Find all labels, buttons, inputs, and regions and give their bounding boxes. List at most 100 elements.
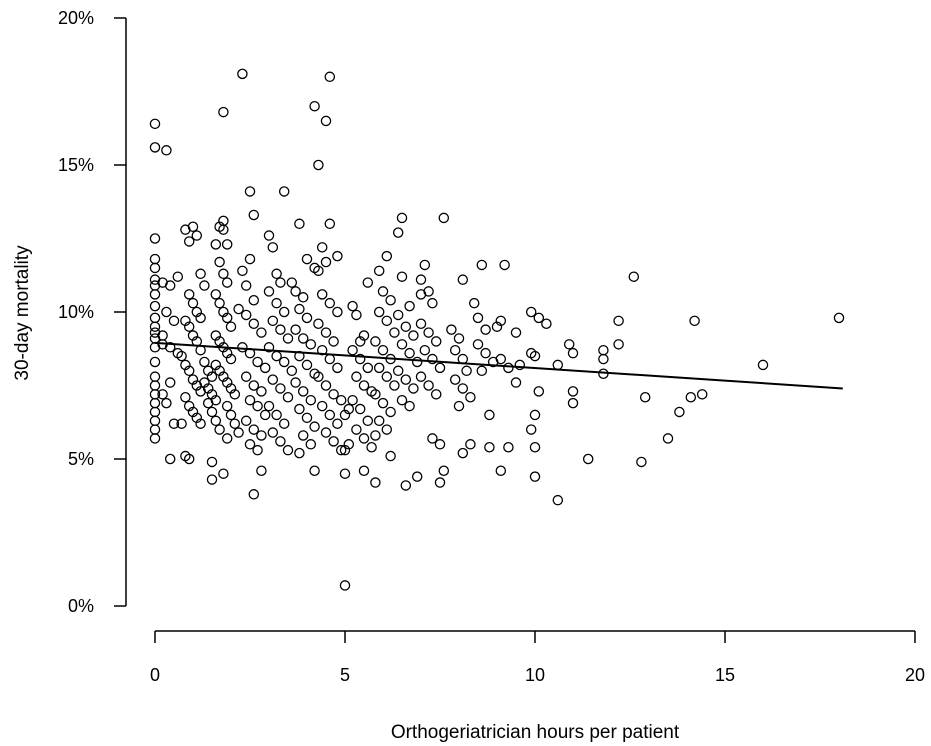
data-point: [404, 300, 415, 312]
data-point: [183, 400, 195, 412]
data-point: [297, 430, 309, 441]
data-point: [149, 371, 161, 382]
data-point: [320, 327, 332, 338]
data-point: [343, 403, 355, 415]
data-point: [662, 433, 674, 444]
data-point: [218, 371, 229, 382]
data-point: [373, 362, 385, 374]
data-point: [400, 321, 412, 332]
data-point: [214, 256, 225, 268]
data-point: [495, 315, 507, 327]
data-point: [275, 383, 286, 394]
data-point: [434, 477, 446, 488]
data-point: [370, 336, 381, 347]
data-point: [199, 356, 210, 368]
y-tick-label: 10%: [58, 302, 94, 322]
data-point: [263, 286, 275, 297]
data-point: [385, 294, 396, 306]
data-point: [248, 294, 260, 306]
data-point: [256, 465, 267, 477]
x-tick-label: 0: [150, 665, 160, 685]
data-point: [282, 392, 294, 403]
trend-line: [154, 341, 843, 390]
data-point: [453, 333, 465, 344]
data-point: [320, 427, 332, 438]
data-point: [434, 362, 446, 374]
data-point: [206, 474, 218, 485]
data-point: [385, 450, 396, 462]
data-point: [294, 218, 305, 230]
data-point: [320, 256, 332, 268]
data-point: [229, 389, 241, 400]
data-point: [381, 315, 393, 327]
data-point: [324, 409, 336, 421]
data-point: [689, 315, 700, 327]
data-point: [392, 227, 404, 238]
data-point: [324, 218, 336, 230]
data-point: [423, 327, 434, 338]
data-point: [149, 118, 161, 130]
data-point: [290, 324, 301, 335]
data-point: [221, 400, 233, 412]
data-point: [157, 330, 168, 341]
data-point: [381, 250, 393, 262]
data-point: [503, 441, 514, 453]
data-point: [457, 274, 469, 285]
data-point: [149, 233, 161, 244]
data-point: [419, 259, 431, 271]
data-point: [149, 397, 161, 409]
data-point: [354, 336, 366, 347]
data-point: [221, 312, 233, 324]
data-point: [446, 324, 457, 335]
data-point: [362, 415, 374, 427]
data-point: [328, 436, 339, 447]
data-point: [423, 380, 434, 391]
data-point: [567, 397, 579, 409]
data-point: [461, 365, 472, 377]
data-point: [168, 418, 180, 429]
data-point: [202, 397, 214, 409]
data-point: [373, 306, 385, 318]
data-point: [370, 477, 381, 488]
data-point: [316, 400, 328, 412]
data-point: [244, 394, 256, 406]
data-point: [449, 344, 461, 356]
data-point: [278, 306, 290, 318]
data-point: [233, 303, 244, 315]
data-point: [183, 365, 195, 377]
data-point: [225, 353, 237, 365]
data-point: [347, 394, 358, 406]
data-point: [267, 427, 279, 438]
data-point: [465, 439, 476, 450]
data-point: [210, 359, 222, 371]
data-point: [533, 312, 545, 324]
data-point: [339, 580, 351, 591]
data-point: [180, 315, 191, 327]
data-point: [358, 433, 370, 444]
data-point: [453, 400, 465, 412]
data-point: [149, 433, 161, 444]
data-point: [484, 409, 495, 421]
data-point: [210, 289, 222, 300]
data-point: [389, 327, 400, 338]
data-point: [202, 383, 214, 394]
data-point: [529, 409, 541, 421]
data-point: [252, 444, 263, 456]
data-point: [275, 436, 286, 447]
data-point: [757, 359, 769, 371]
trend-line-group: [154, 341, 843, 390]
data-point: [225, 409, 237, 421]
data-point: [164, 377, 176, 388]
data-point: [286, 365, 298, 377]
data-point: [362, 277, 374, 288]
data-point: [400, 480, 412, 491]
data-point: [221, 433, 233, 444]
data-point: [381, 424, 393, 435]
data-point: [613, 339, 624, 350]
data-point: [240, 415, 252, 427]
data-point: [525, 424, 537, 435]
data-points: [149, 68, 845, 591]
data-point: [313, 318, 324, 330]
data-point: [191, 412, 203, 424]
data-point: [240, 309, 252, 321]
